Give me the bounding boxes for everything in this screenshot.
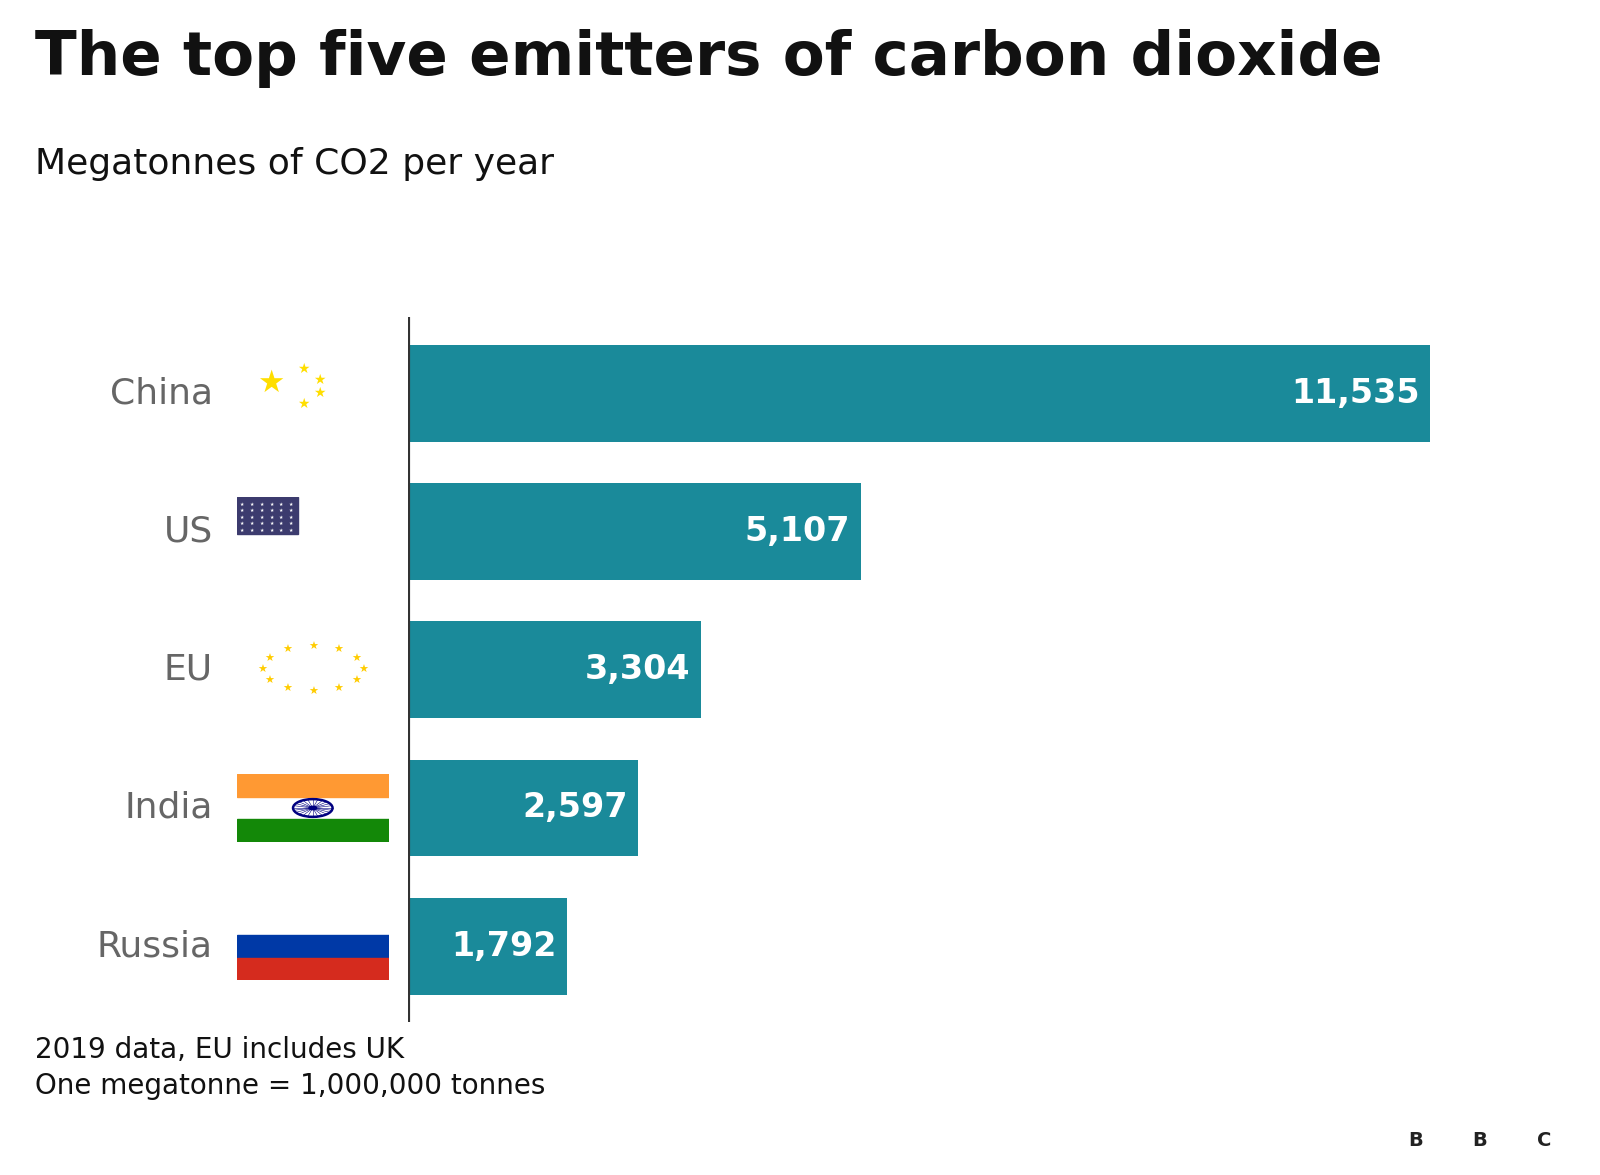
Bar	[237, 935, 389, 958]
Text: ★: ★	[290, 528, 293, 533]
Text: ★: ★	[264, 676, 274, 686]
Text: ★: ★	[240, 515, 245, 519]
Text: ★: ★	[269, 508, 274, 513]
Text: ★: ★	[290, 515, 293, 519]
Bar	[408, 898, 566, 994]
Text: ★: ★	[307, 687, 318, 697]
Bar	[237, 513, 389, 518]
Text: ★: ★	[278, 522, 283, 526]
Text: B: B	[1408, 1132, 1424, 1150]
Text: ★: ★	[259, 502, 264, 506]
Text: ★: ★	[312, 387, 325, 401]
Text: One megatonne = 1,000,000 tonnes: One megatonne = 1,000,000 tonnes	[35, 1072, 546, 1100]
Text: ★: ★	[269, 528, 274, 533]
Text: ★: ★	[283, 684, 293, 694]
Text: ★: ★	[259, 515, 264, 519]
Text: ★: ★	[278, 502, 283, 506]
Text: 1,792: 1,792	[451, 929, 557, 962]
Text: ★: ★	[290, 522, 293, 526]
Text: 5,107: 5,107	[744, 515, 850, 548]
Bar	[1389, 1116, 1443, 1166]
Text: ★: ★	[298, 396, 310, 410]
Bar	[237, 819, 389, 842]
Bar	[237, 545, 389, 550]
Text: China: China	[110, 376, 213, 410]
Text: ★: ★	[240, 508, 245, 513]
Text: ★: ★	[312, 372, 325, 387]
Text: B: B	[1472, 1132, 1488, 1150]
Text: ★: ★	[240, 528, 245, 533]
Text: ★: ★	[352, 653, 362, 664]
Text: ★: ★	[333, 684, 342, 694]
Text: ★: ★	[269, 522, 274, 526]
Text: ★: ★	[278, 508, 283, 513]
Text: Source: EC, Emissions Database for Global Atmospheric Research: Source: EC, Emissions Database for Globa…	[35, 1127, 947, 1155]
Bar	[237, 774, 389, 797]
Text: ★: ★	[278, 515, 283, 519]
Bar	[1453, 1116, 1507, 1166]
Text: 2,597: 2,597	[522, 792, 627, 825]
Bar	[1517, 1116, 1571, 1166]
Text: ★: ★	[250, 502, 254, 506]
Bar	[237, 535, 389, 539]
Text: ★: ★	[250, 515, 254, 519]
Text: The top five emitters of carbon dioxide: The top five emitters of carbon dioxide	[35, 29, 1382, 88]
Text: India: India	[125, 791, 213, 825]
Bar	[237, 555, 389, 560]
Bar	[408, 345, 1430, 442]
Text: ★: ★	[333, 645, 342, 656]
Bar	[237, 497, 298, 535]
Text: 11,535: 11,535	[1291, 377, 1419, 410]
Text: ★: ★	[259, 522, 264, 526]
Bar	[408, 622, 701, 718]
Text: Megatonnes of CO2 per year: Megatonnes of CO2 per year	[35, 147, 554, 181]
Text: ★: ★	[240, 502, 245, 506]
Text: ★: ★	[278, 528, 283, 533]
Text: US: US	[163, 515, 213, 549]
Text: Russia: Russia	[98, 929, 213, 964]
Bar	[408, 759, 638, 857]
Text: ★: ★	[283, 645, 293, 656]
Text: ★: ★	[264, 653, 274, 664]
Text: ★: ★	[269, 515, 274, 519]
Text: C: C	[1538, 1132, 1550, 1150]
Text: ★: ★	[259, 508, 264, 513]
Text: ★: ★	[250, 508, 254, 513]
Text: ★: ★	[358, 665, 368, 674]
Bar	[237, 503, 389, 508]
Text: 3,304: 3,304	[584, 653, 690, 686]
Text: ★: ★	[240, 522, 245, 526]
Text: ★: ★	[352, 676, 362, 686]
Text: ★: ★	[290, 502, 293, 506]
Text: ★: ★	[258, 665, 267, 674]
Text: EU: EU	[163, 653, 213, 686]
Text: ★: ★	[307, 643, 318, 652]
Text: ★: ★	[269, 502, 274, 506]
Text: ★: ★	[250, 528, 254, 533]
Bar	[237, 524, 389, 529]
Text: ★: ★	[298, 362, 310, 376]
Text: ★: ★	[256, 369, 283, 397]
Circle shape	[309, 806, 317, 810]
Text: ★: ★	[250, 522, 254, 526]
Text: ★: ★	[259, 528, 264, 533]
Text: 2019 data, EU includes UK: 2019 data, EU includes UK	[35, 1036, 405, 1065]
Bar	[408, 483, 861, 580]
Bar	[237, 958, 389, 980]
Text: ★: ★	[290, 508, 293, 513]
